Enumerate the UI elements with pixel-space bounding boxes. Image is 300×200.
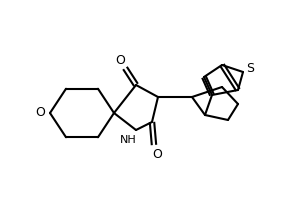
Text: O: O: [152, 148, 162, 162]
Text: NH: NH: [120, 135, 136, 145]
Text: O: O: [35, 106, 45, 119]
Text: O: O: [115, 53, 125, 66]
Text: S: S: [246, 62, 254, 74]
